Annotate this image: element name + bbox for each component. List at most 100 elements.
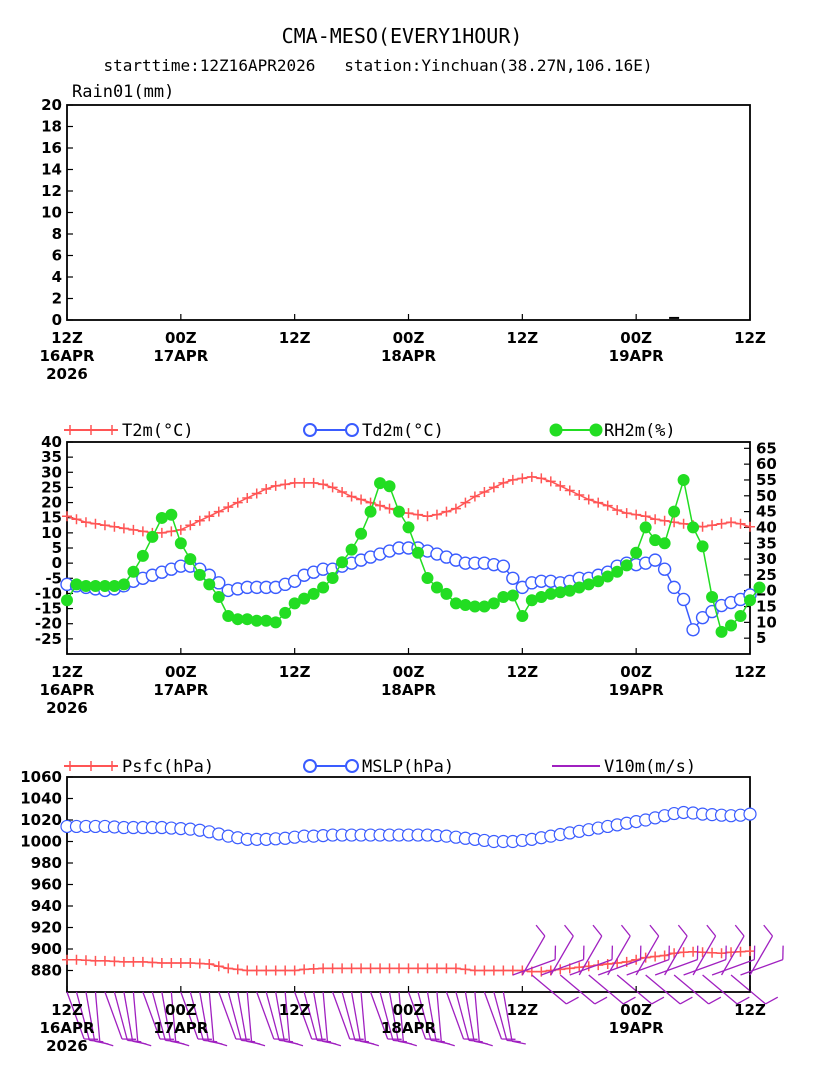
t2m-point [175,524,186,535]
wind-barb-shaft [407,991,427,1040]
td2m-point [695,610,710,625]
psfc-point [299,964,310,975]
y-tick-label: -25 [35,630,62,648]
y-tick-label: 900 [31,940,62,958]
t2m-point [640,511,651,522]
t2m-point [745,521,755,532]
psfc-point [80,955,91,966]
wind-barb-shaft [218,991,237,1040]
rh2m-point [355,527,368,540]
rh2m-point [336,556,349,569]
psfc-point [232,964,243,975]
psfc-point [431,963,442,974]
mslp-point [743,807,757,821]
wind-barb-shaft [94,991,101,1042]
wind-barb-shaft [578,935,603,976]
wind-barb-shaft [75,991,91,1041]
psfc-point [460,964,471,975]
psfc-point [450,963,461,974]
x-tick-label: 12Z [279,329,311,347]
psfc-point [507,965,518,976]
wind-barb-shaft [284,991,291,1042]
psfc-point [716,948,727,959]
wind-barb-feather [651,996,665,1005]
x-tick-date: 18APR [381,347,436,365]
rh2m-point [345,543,358,556]
y-tick-label: 0 [52,311,62,329]
t2m-point [726,517,737,528]
wind-barb-shaft [541,958,584,976]
t2m-point [194,515,205,526]
wind-barb-feather [734,924,745,937]
rh2m-point [706,591,719,604]
t2m-point [90,518,101,529]
wind-barb-feather [594,996,608,1005]
y-tick-label: 1040 [20,790,62,808]
t2m-point [384,503,395,514]
wind-barb-shaft [332,991,351,1040]
psfc-point [441,963,452,974]
rh2m-point [430,581,443,594]
psfc-point [166,957,177,968]
x-tick-date: 19APR [609,681,664,699]
y-tick-label: 940 [31,897,62,915]
y-tick-label: 980 [31,854,62,872]
wind-barb-shaft [199,991,210,1042]
y-tick-label: 0 [52,554,62,572]
psfc-point [498,965,509,976]
wind-barb-feather [327,1041,342,1047]
wind-barb-shaft [256,991,275,1040]
y-tick-label: 20 [41,96,62,114]
psfc-point [745,946,755,957]
t2m-point [128,524,139,535]
psfc-point [185,957,196,968]
psfc-point [270,965,281,976]
y-tick-label-right: 65 [756,439,777,457]
wind-barb-feather [289,1041,304,1047]
psfc-point [337,963,348,974]
wind-barb-shaft [369,991,389,1040]
wind-barb-shaft [445,991,465,1040]
td2m-point [506,571,520,585]
wind-barb-shaft [294,991,313,1040]
rh2m-point [516,610,529,623]
x-tick-label: 12Z [51,329,83,347]
t2m-point [204,511,215,522]
wind-barb-shaft [673,974,710,1005]
rh2m-point [725,619,738,632]
wind-barb-shaft [303,991,318,1041]
psfc-point [251,965,262,976]
t2m-point [450,503,461,514]
wind-barb-feather [592,924,603,937]
t2m-point [593,497,604,508]
t2m-point [460,497,471,508]
rh2m-point [658,537,671,550]
rh2m-legend-label: RH2m(%) [604,421,676,441]
psfc-point [735,946,746,957]
t2m-point [137,526,148,537]
psfc-point [62,954,72,965]
t2m-point [631,509,642,520]
wind-barb-shaft [426,991,437,1042]
y-tick-label-right: 25 [756,566,777,584]
y-tick-label: 25 [41,478,62,496]
y-tick-label: 10 [41,524,62,542]
x-tick-label: 12Z [506,329,538,347]
y-tick-label: -15 [35,600,62,618]
x-tick-label: 12Z [506,1001,538,1019]
t2m-point [678,518,689,529]
y-tick-label: 18 [41,118,62,136]
rh2m-point [411,546,424,559]
wind-barb-shaft [161,991,172,1042]
wind-barb-feather [736,996,750,1005]
wind-barb-shaft [142,991,161,1040]
psfc-point [574,962,585,973]
rh2m-point [117,578,130,591]
pressure-legend: Psfc(hPa) MSLP(hPa) V10m(m/s) [64,757,696,777]
t2m-point [280,479,291,490]
wind-barb-shaft [398,991,405,1042]
wind-barb-shaft [104,991,123,1040]
y-tick-label-right: 55 [756,471,777,489]
wind-barb-feather [677,924,688,937]
